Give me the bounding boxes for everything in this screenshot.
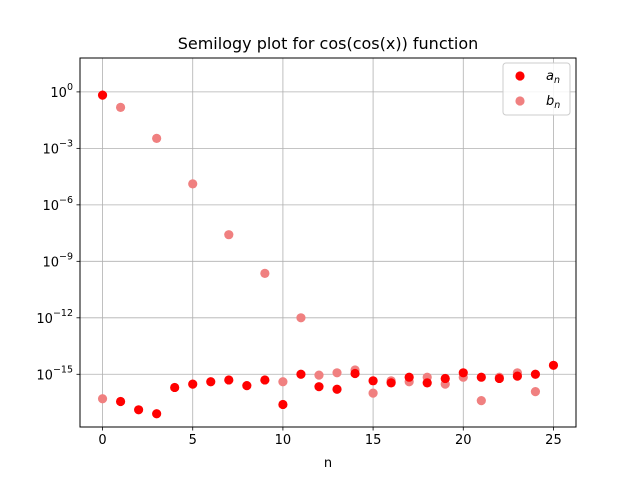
data-point-an <box>368 376 378 386</box>
y-tick-base: 10 <box>42 255 59 270</box>
data-point-an <box>530 369 541 379</box>
y-tick-base: 10 <box>42 142 59 157</box>
y-tick-base: 10 <box>36 368 53 383</box>
data-point-bn <box>332 368 342 378</box>
data-point-bn <box>115 102 126 112</box>
data-point-bn <box>368 388 378 398</box>
grid-layer <box>80 58 576 427</box>
data-point-an <box>440 373 450 384</box>
data-point-an <box>422 378 432 388</box>
data-point-an <box>242 381 252 391</box>
legend-label-bn: bn <box>546 94 560 111</box>
data-point-an <box>170 382 180 393</box>
data-point-an <box>152 409 162 419</box>
data-point-an <box>97 90 108 100</box>
legend-label-base: b <box>546 94 554 109</box>
legend-marker-an <box>515 71 525 81</box>
data-point-bn <box>530 387 541 397</box>
data-point-an <box>260 375 270 385</box>
data-point-an <box>350 368 360 379</box>
y-tick-label: 10−15 <box>36 364 73 383</box>
y-tick-exponent: 0 <box>67 82 73 93</box>
y-tick-base: 10 <box>50 86 67 101</box>
data-point-an <box>296 369 306 379</box>
data-point-an <box>548 360 559 370</box>
legend-label-an: an <box>546 69 560 86</box>
data-point-an <box>458 368 468 378</box>
y-tick-label: 100 <box>50 82 73 101</box>
data-point-an <box>494 373 504 384</box>
y-tick-label: 10−3 <box>42 138 73 157</box>
x-tick-label: 0 <box>98 433 106 448</box>
data-point-an <box>224 375 234 385</box>
data-point-an <box>115 396 126 407</box>
data-point-bn <box>152 133 162 143</box>
legend-label-base: a <box>546 69 554 84</box>
x-tick-label: 10 <box>275 433 292 448</box>
data-point-bn <box>97 394 108 404</box>
y-tick-label: 10−12 <box>36 308 73 327</box>
data-point-bn <box>296 313 306 323</box>
plot-frame <box>79 57 577 428</box>
points-layer <box>97 90 559 419</box>
legend-label-subscript: n <box>554 75 560 86</box>
y-tick-exponent: −15 <box>53 364 73 375</box>
data-point-bn <box>476 396 486 406</box>
y-tick-exponent: −3 <box>59 138 73 149</box>
y-tick-label: 10−9 <box>42 251 73 270</box>
data-point-bn <box>224 230 234 240</box>
x-axis-label: n <box>324 456 332 471</box>
y-tick-base: 10 <box>42 199 59 214</box>
data-point-an <box>206 377 216 387</box>
x-tick-label: 5 <box>189 433 197 448</box>
data-point-an <box>386 378 396 388</box>
chart-title: Semilogy plot for cos(cos(x)) function <box>178 34 479 53</box>
data-point-an <box>314 382 324 392</box>
data-point-bn <box>260 268 270 278</box>
data-point-an <box>512 371 522 381</box>
data-point-an <box>188 379 198 389</box>
data-point-an <box>404 372 414 382</box>
data-point-an <box>476 372 486 382</box>
y-tick-base: 10 <box>36 312 53 327</box>
y-tick-exponent: −9 <box>59 251 73 262</box>
legend-marker-bn <box>515 96 525 106</box>
x-tick-label: 20 <box>455 433 472 448</box>
x-tick-label: 15 <box>365 433 382 448</box>
y-tick-exponent: −12 <box>53 308 73 319</box>
data-point-bn <box>188 179 198 189</box>
x-tick-label: 25 <box>545 433 562 448</box>
data-point-an <box>278 399 288 410</box>
y-tick-label: 10−6 <box>42 195 73 214</box>
data-point-bn <box>314 370 324 380</box>
data-point-bn <box>278 377 288 387</box>
y-tick-exponent: −6 <box>59 195 73 206</box>
data-point-an <box>134 405 144 415</box>
data-point-an <box>332 384 342 394</box>
legend-label-subscript: n <box>554 100 560 111</box>
